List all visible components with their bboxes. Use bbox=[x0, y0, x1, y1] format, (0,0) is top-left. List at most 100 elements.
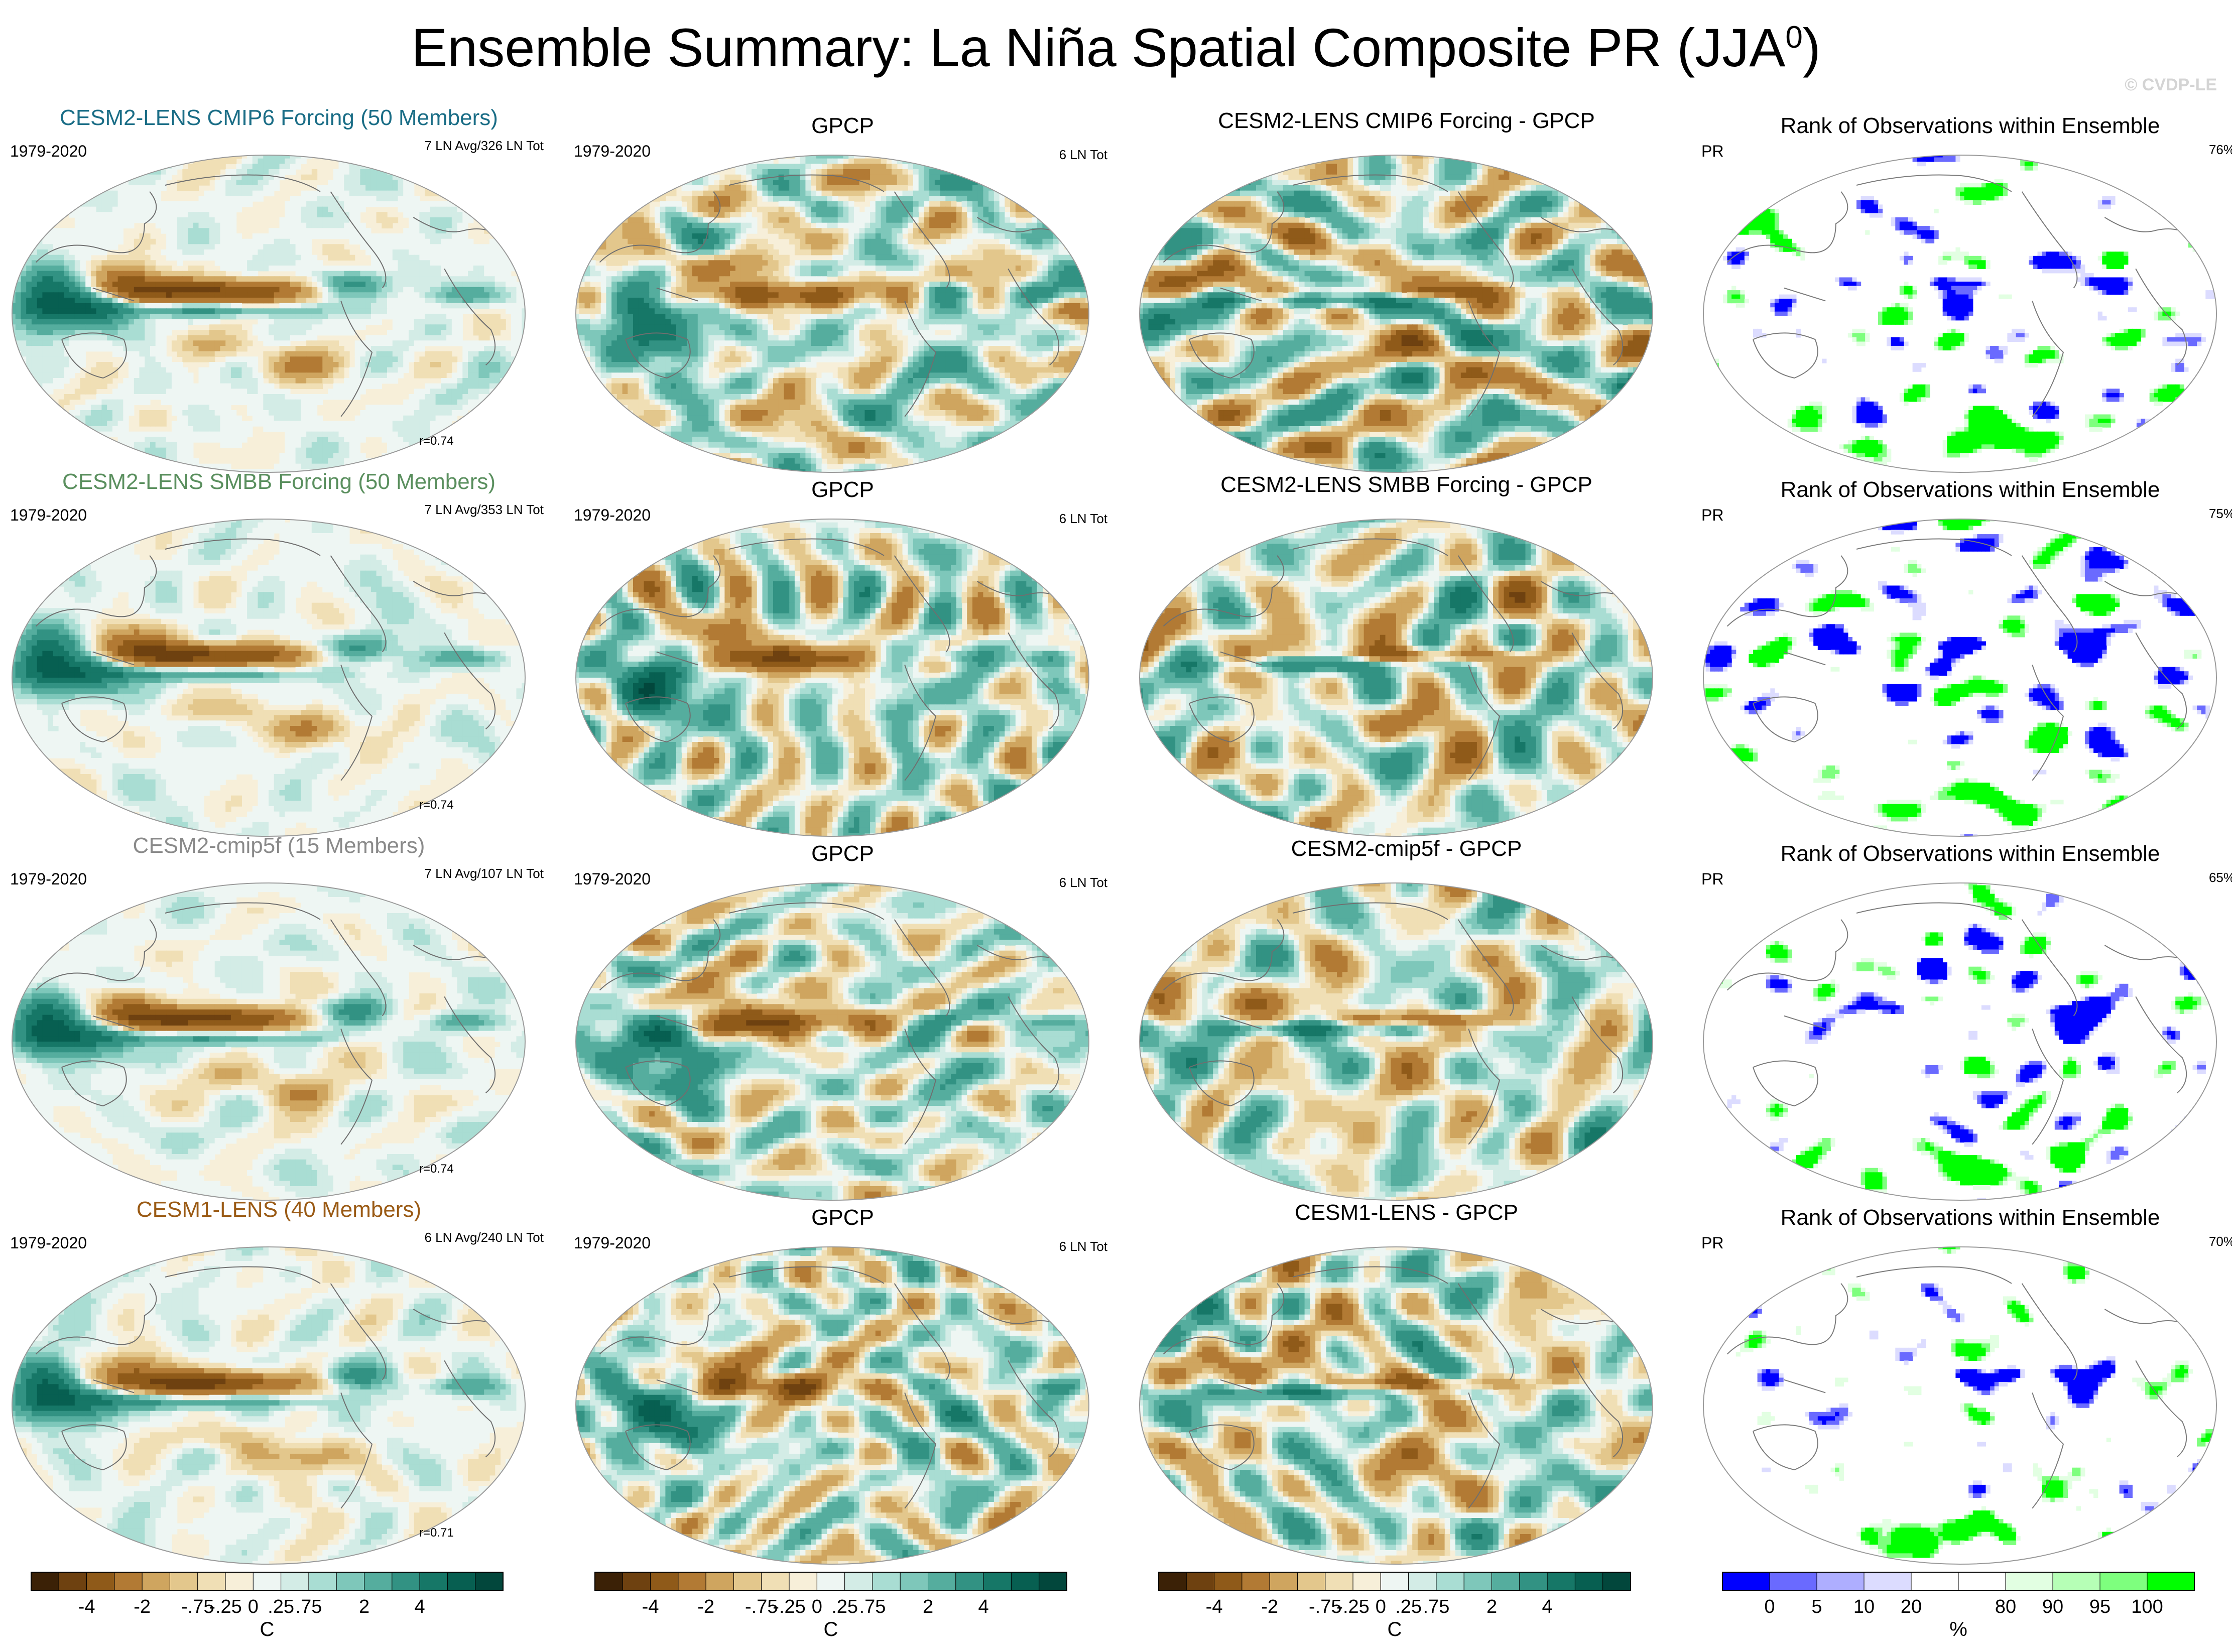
colorbar-swatch bbox=[1409, 1572, 1436, 1590]
panel-title: CESM1-LENS - GPCP bbox=[1128, 1200, 1685, 1226]
colorbar-swatch bbox=[1214, 1572, 1242, 1590]
precip-colorbar: -4 -2 -.75 -.25 0.25.75 2 4 C bbox=[1158, 1571, 1715, 1651]
composite-map bbox=[574, 1245, 1091, 1566]
pattern-correlation: r=0.74 bbox=[419, 1162, 454, 1176]
event-count-label: 7 LN Avg/353 LN Tot bbox=[424, 502, 544, 518]
panel-diff-row2: CESM2-LENS SMBB Forcing - GPCP bbox=[1128, 472, 1685, 836]
colorbar-swatch bbox=[1297, 1572, 1325, 1590]
colorbar-tick-label: .75 bbox=[1423, 1596, 1450, 1618]
panel-title: CESM2-LENS SMBB Forcing (50 Members) bbox=[0, 469, 558, 495]
colorbar-swatch bbox=[392, 1572, 420, 1590]
colorbar-unit: C bbox=[260, 1618, 275, 1641]
event-count-label: 7 LN Avg/107 LN Tot bbox=[424, 866, 544, 881]
colorbar-swatch bbox=[225, 1572, 253, 1590]
colorbar-swatch bbox=[928, 1572, 956, 1590]
colorbar-tick-label: .75 bbox=[296, 1596, 322, 1618]
colorbar-swatch bbox=[1492, 1572, 1520, 1590]
composite-map bbox=[10, 153, 527, 474]
colorbar-tick-label: 4 bbox=[415, 1596, 425, 1618]
rank-map bbox=[1701, 517, 2218, 838]
panel-title: GPCP bbox=[564, 841, 1122, 867]
colorbar-tick-label: 5 bbox=[1811, 1596, 1822, 1618]
colorbar-swatch bbox=[789, 1572, 817, 1590]
colorbar-swatch bbox=[678, 1572, 706, 1590]
colorbar-swatch bbox=[817, 1572, 844, 1590]
panel-ens-row1: CESM2-LENS CMIP6 Forcing (50 Members) 197… bbox=[0, 108, 558, 472]
panel-title: CESM2-LENS SMBB Forcing - GPCP bbox=[1128, 472, 1685, 498]
panel-obs-row1: GPCP 1979-2020 6 LN Tot bbox=[564, 108, 1122, 472]
colorbar-tick-label: 10 bbox=[1853, 1596, 1875, 1618]
colorbar-swatch bbox=[31, 1572, 59, 1590]
colorbar-swatch bbox=[2006, 1572, 2053, 1590]
colorbar-unit: % bbox=[1949, 1618, 1967, 1641]
colorbar-swatch bbox=[595, 1572, 623, 1590]
colorbar-swatch bbox=[1270, 1572, 1297, 1590]
colorbar-swatch bbox=[2100, 1572, 2147, 1590]
colorbar-swatch bbox=[2147, 1572, 2194, 1590]
colorbar-tick-label: .25 bbox=[268, 1596, 294, 1618]
colorbar-swatch bbox=[1325, 1572, 1353, 1590]
pattern-correlation: r=0.74 bbox=[419, 798, 454, 812]
rank-colorbar: 0 5 10 20 80 90 95 100% bbox=[1721, 1571, 2232, 1651]
colorbar-swatch bbox=[1011, 1572, 1039, 1590]
colorbar-swatch bbox=[1381, 1572, 1408, 1590]
pattern-correlation: r=0.71 bbox=[419, 1526, 454, 1540]
panel-ens-row2: CESM2-LENS SMBB Forcing (50 Members) 1979… bbox=[0, 472, 558, 836]
composite-map bbox=[1138, 153, 1655, 474]
colorbar-swatch bbox=[1520, 1572, 1547, 1590]
colorbar-tick-label: -4 bbox=[1206, 1596, 1223, 1618]
composite-map bbox=[1138, 1245, 1655, 1566]
colorbar-unit: C bbox=[1388, 1618, 1402, 1641]
panel-title: CESM2-LENS CMIP6 Forcing - GPCP bbox=[1128, 108, 1685, 134]
composite-map bbox=[574, 881, 1091, 1202]
colorbar-swatch bbox=[87, 1572, 114, 1590]
colorbar-swatch bbox=[114, 1572, 142, 1590]
colorbar-tick-label: 0 bbox=[1764, 1596, 1775, 1618]
colorbar-tick-label: 95 bbox=[2089, 1596, 2111, 1618]
watermark: © CVDP-LE bbox=[2125, 75, 2217, 95]
pattern-correlation: r=0.74 bbox=[419, 434, 454, 448]
colorbar-tick-label: 4 bbox=[1542, 1596, 1553, 1618]
precip-colorbar: -4 -2 -.75 -.25 0.25.75 2 4 C bbox=[594, 1571, 1152, 1651]
colorbar-swatch bbox=[1770, 1572, 1817, 1590]
colorbar-swatch bbox=[1159, 1572, 1186, 1590]
colorbar-swatch bbox=[762, 1572, 789, 1590]
composite-map bbox=[10, 881, 527, 1202]
colorbar-swatch bbox=[1575, 1572, 1602, 1590]
colorbar-tick-label: 90 bbox=[2042, 1596, 2063, 1618]
colorbar-tick-label: 20 bbox=[1901, 1596, 1922, 1618]
colorbar-swatch bbox=[447, 1572, 475, 1590]
panel-rank-row3: Rank of Observations within Ensemble PR 65… bbox=[1691, 836, 2232, 1200]
colorbar-tick-label: -2 bbox=[1261, 1596, 1278, 1618]
colorbar-tick-label: 80 bbox=[1995, 1596, 2016, 1618]
colorbar-swatch bbox=[623, 1572, 650, 1590]
colorbar-swatch bbox=[142, 1572, 170, 1590]
rank-map bbox=[1701, 1245, 2218, 1566]
panel-diff-row3: CESM2-cmip5f - GPCP bbox=[1128, 836, 1685, 1200]
colorbar-swatch bbox=[733, 1572, 761, 1590]
colorbar-swatch bbox=[1242, 1572, 1270, 1590]
colorbar-tick-label: -2 bbox=[134, 1596, 151, 1618]
colorbar-swatch bbox=[1436, 1572, 1464, 1590]
panel-rank-row2: Rank of Observations within Ensemble PR 75… bbox=[1691, 472, 2232, 836]
panel-title: CESM2-cmip5f - GPCP bbox=[1128, 836, 1685, 862]
colorbar-swatch bbox=[336, 1572, 364, 1590]
colorbar-swatch bbox=[1722, 1572, 1770, 1590]
colorbar-swatch bbox=[1817, 1572, 1864, 1590]
composite-map bbox=[1138, 881, 1655, 1202]
panel-title: Rank of Observations within Ensemble bbox=[1691, 1205, 2232, 1231]
panel-title: Rank of Observations within Ensemble bbox=[1691, 477, 2232, 503]
colorbar-tick-label: 0 bbox=[1376, 1596, 1386, 1618]
colorbar-swatches bbox=[1721, 1571, 2195, 1591]
rank-map bbox=[1701, 881, 2218, 1202]
colorbar-swatch bbox=[59, 1572, 86, 1590]
colorbar-swatch bbox=[873, 1572, 900, 1590]
rank-map bbox=[1701, 153, 2218, 474]
colorbar-tick-label: 0 bbox=[812, 1596, 822, 1618]
panel-title: GPCP bbox=[564, 1205, 1122, 1231]
colorbar-swatch bbox=[420, 1572, 447, 1590]
main-title: Ensemble Summary: La Niña Spatial Compos… bbox=[0, 15, 2232, 80]
colorbar-tick-label: 0 bbox=[248, 1596, 259, 1618]
composite-map bbox=[574, 153, 1091, 474]
composite-map bbox=[1138, 517, 1655, 838]
